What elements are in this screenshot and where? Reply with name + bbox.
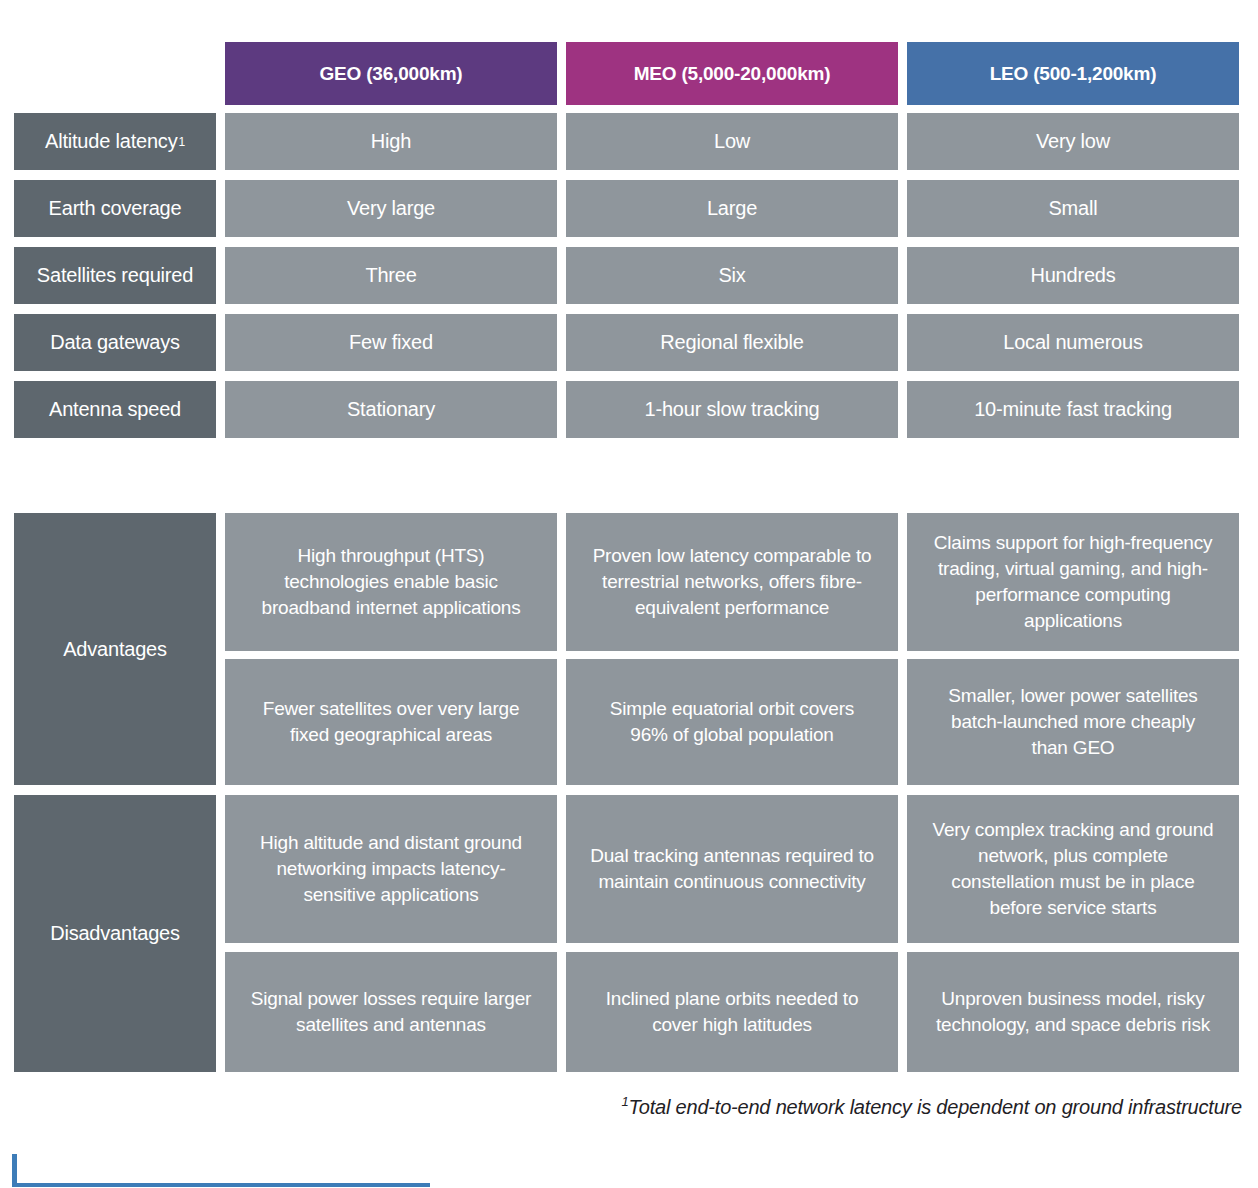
footnote-superscript: 1 (622, 1094, 629, 1109)
advantages-section: Advantages High throughput (HTS) technol… (14, 513, 1258, 785)
spec-cell-meo-gateways: Regional flexible (566, 314, 898, 371)
spec-row-label-data-gateways: Data gateways (14, 314, 216, 371)
spec-row-label-satellites-required: Satellites required (14, 247, 216, 304)
table-figure: GEO (36,000km) MEO (5,000-20,000km) LEO … (0, 42, 1258, 1188)
disadvantages-label: Disadvantages (14, 795, 216, 1072)
caption-rule (12, 1154, 430, 1187)
spec-cell-geo-gateways: Few fixed (225, 314, 557, 371)
disadvantage-cell-meo-2: Inclined plane orbits needed to cover hi… (566, 952, 898, 1072)
disadvantage-cell-leo-2: Unproven business model, risky technolog… (907, 952, 1239, 1072)
disadvantages-section: Disadvantages High altitude and distant … (14, 795, 1258, 1072)
spec-row-label-altitude-latency: Altitude latency1 (14, 113, 216, 170)
header-spacer (14, 42, 216, 105)
spec-cell-leo-coverage: Small (907, 180, 1239, 237)
advantages-label: Advantages (14, 513, 216, 785)
advantage-cell-leo-2: Smaller, lower power satellites batch-la… (907, 659, 1239, 785)
disadvantage-cell-leo-1: Very complex tracking and ground network… (907, 795, 1239, 943)
advantage-cell-geo-1: High throughput (HTS) technologies enabl… (225, 513, 557, 651)
spec-cell-meo-altitude: Low (566, 113, 898, 170)
spec-row-label-antenna-speed: Antenna speed (14, 381, 216, 438)
column-header-meo: MEO (5,000-20,000km) (566, 42, 898, 105)
spec-cell-meo-antenna: 1-hour slow tracking (566, 381, 898, 438)
spec-cell-geo-altitude: High (225, 113, 557, 170)
spec-cell-geo-antenna: Stationary (225, 381, 557, 438)
disadvantage-cell-geo-1: High altitude and distant ground network… (225, 795, 557, 943)
header-row: GEO (36,000km) MEO (5,000-20,000km) LEO … (14, 42, 1258, 105)
footnote-text: Total end-to-end network latency is depe… (629, 1096, 1242, 1118)
disadvantage-cell-meo-1: Dual tracking antennas required to maint… (566, 795, 898, 943)
column-header-leo: LEO (500-1,200km) (907, 42, 1239, 105)
spec-cell-geo-satellites: Three (225, 247, 557, 304)
spec-cell-meo-satellites: Six (566, 247, 898, 304)
spec-row-label-earth-coverage: Earth coverage (14, 180, 216, 237)
footnote: 1Total end-to-end network latency is dep… (0, 1096, 1258, 1119)
spec-cell-geo-coverage: Very large (225, 180, 557, 237)
spec-cell-leo-altitude: Very low (907, 113, 1239, 170)
spec-cell-leo-gateways: Local numerous (907, 314, 1239, 371)
spec-row-label-text: Altitude latency (45, 130, 177, 153)
advantage-cell-leo-1: Claims support for high-frequency tradin… (907, 513, 1239, 651)
advantage-cell-meo-2: Simple equatorial orbit covers 96% of gl… (566, 659, 898, 785)
advantage-cell-geo-2: Fewer satellites over very large fixed g… (225, 659, 557, 785)
spec-cell-meo-coverage: Large (566, 180, 898, 237)
advantage-cell-meo-1: Proven low latency comparable to terrest… (566, 513, 898, 651)
column-header-geo: GEO (36,000km) (225, 42, 557, 105)
disadvantage-cell-geo-2: Signal power losses require larger satel… (225, 952, 557, 1072)
spec-rows: Altitude latency1 High Low Very low Eart… (14, 113, 1258, 438)
spec-cell-leo-antenna: 10-minute fast tracking (907, 381, 1239, 438)
spec-cell-leo-satellites: Hundreds (907, 247, 1239, 304)
